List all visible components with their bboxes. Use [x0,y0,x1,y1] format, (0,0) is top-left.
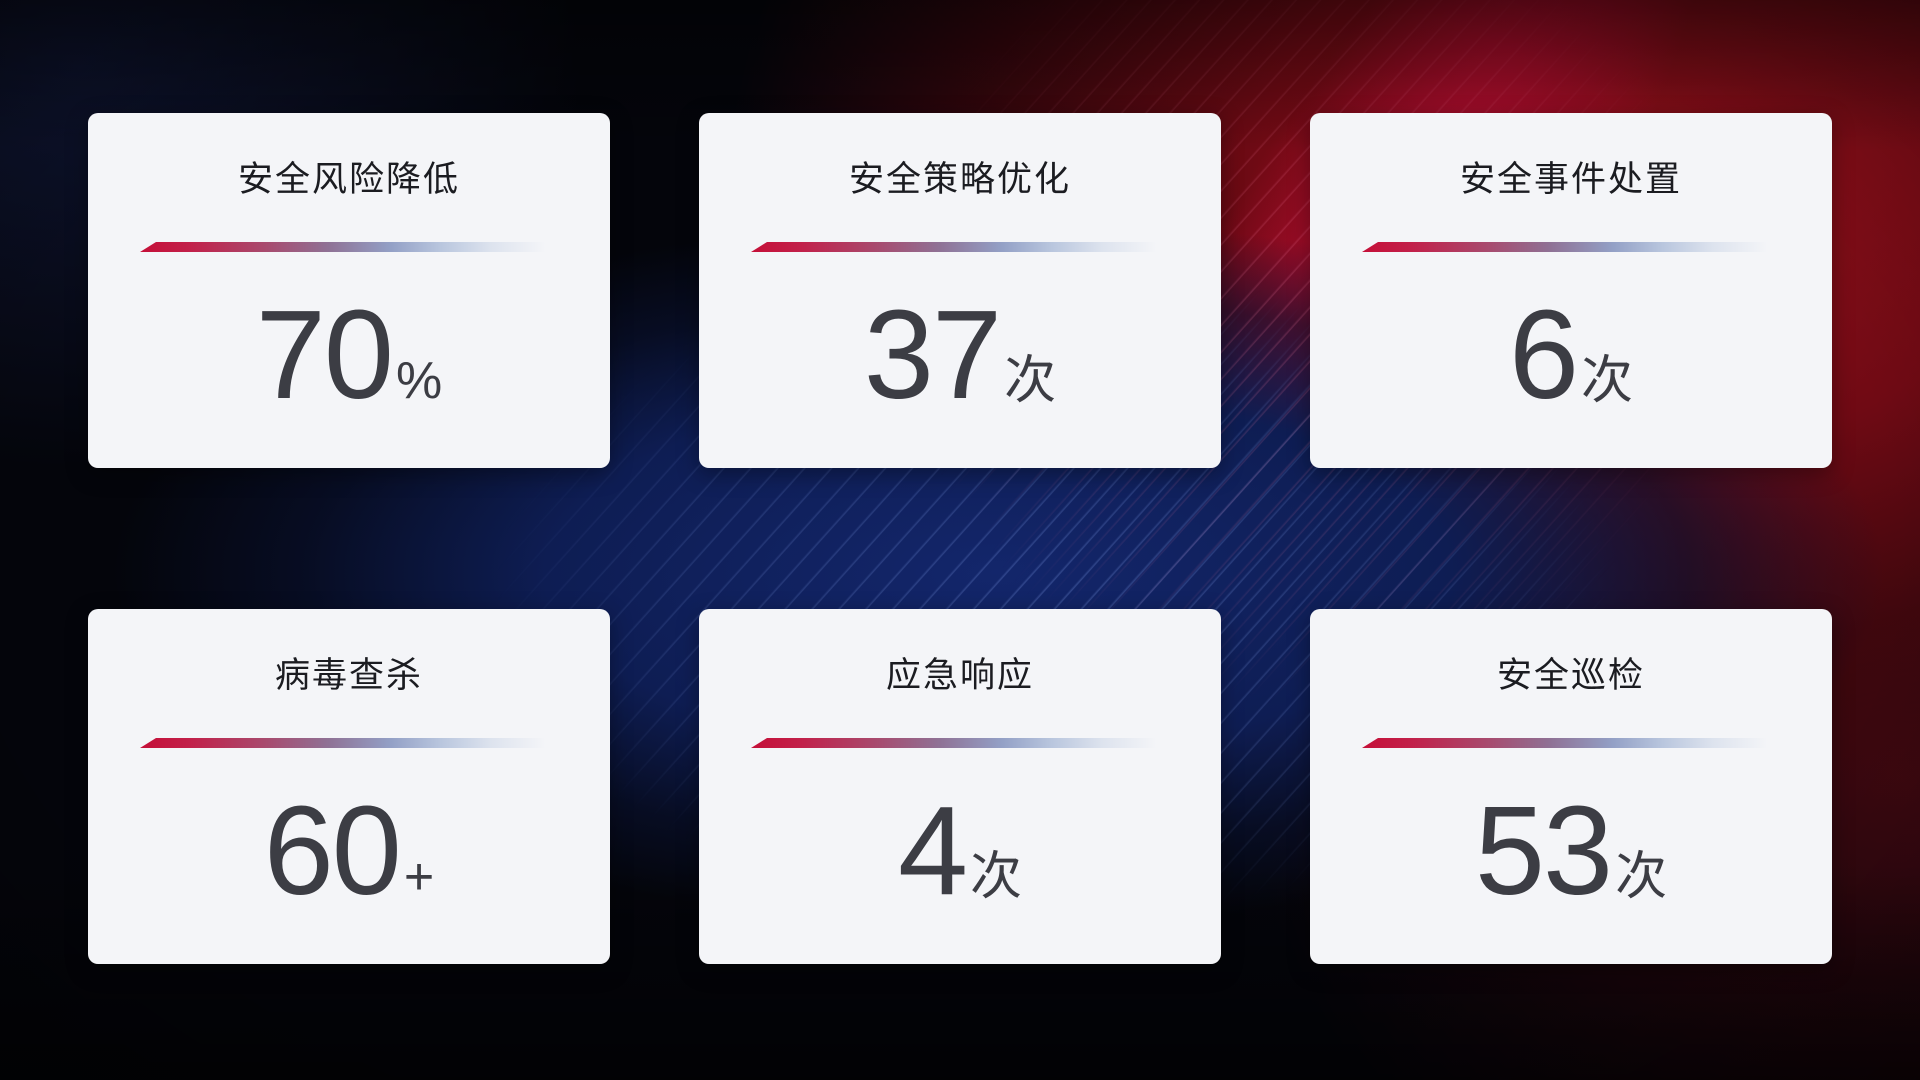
value-unit: 次 [1004,352,1057,410]
card-value: 60+ [88,788,610,914]
divider-line [1362,242,1780,252]
value-number: 37 [863,284,1002,425]
value-unit: 次 [1581,352,1634,410]
value-unit: % [395,352,443,410]
value-unit: 次 [1615,848,1668,906]
divider-line [140,242,558,252]
value-unit: + [403,848,435,906]
stat-card-security-inspection: 安全巡检 53次 [1310,609,1832,964]
value-number: 6 [1508,284,1579,425]
divider-line [751,738,1169,748]
card-title: 应急响应 [885,656,1034,695]
value-number: 60 [263,780,402,921]
card-value: 4次 [699,788,1221,914]
card-value: 6次 [1310,292,1832,418]
stat-card-security-risk-reduction: 安全风险降低 70% [88,113,610,468]
divider-line [751,242,1169,252]
stat-card-security-policy-optimization: 安全策略优化 37次 [699,113,1221,468]
stat-cards-grid: 安全风险降低 70% 安全策略优化 37次 安全事件处置 6次 病毒查杀 60+… [88,113,1832,964]
value-number: 70 [255,284,394,425]
card-value: 53次 [1310,788,1832,914]
divider-line [140,738,558,748]
card-title: 安全巡检 [1496,656,1645,695]
value-unit: 次 [970,848,1023,906]
card-title: 病毒查杀 [274,656,423,695]
card-value: 70% [88,292,610,418]
stat-card-emergency-response: 应急响应 4次 [699,609,1221,964]
divider-line [1362,738,1780,748]
stat-card-virus-scan: 病毒查杀 60+ [88,609,610,964]
card-title: 安全风险降低 [237,160,460,199]
value-number: 4 [897,780,968,921]
value-number: 53 [1474,780,1613,921]
card-value: 37次 [699,292,1221,418]
card-title: 安全策略优化 [848,160,1071,199]
card-title: 安全事件处置 [1459,160,1682,199]
stat-card-security-incident-handling: 安全事件处置 6次 [1310,113,1832,468]
